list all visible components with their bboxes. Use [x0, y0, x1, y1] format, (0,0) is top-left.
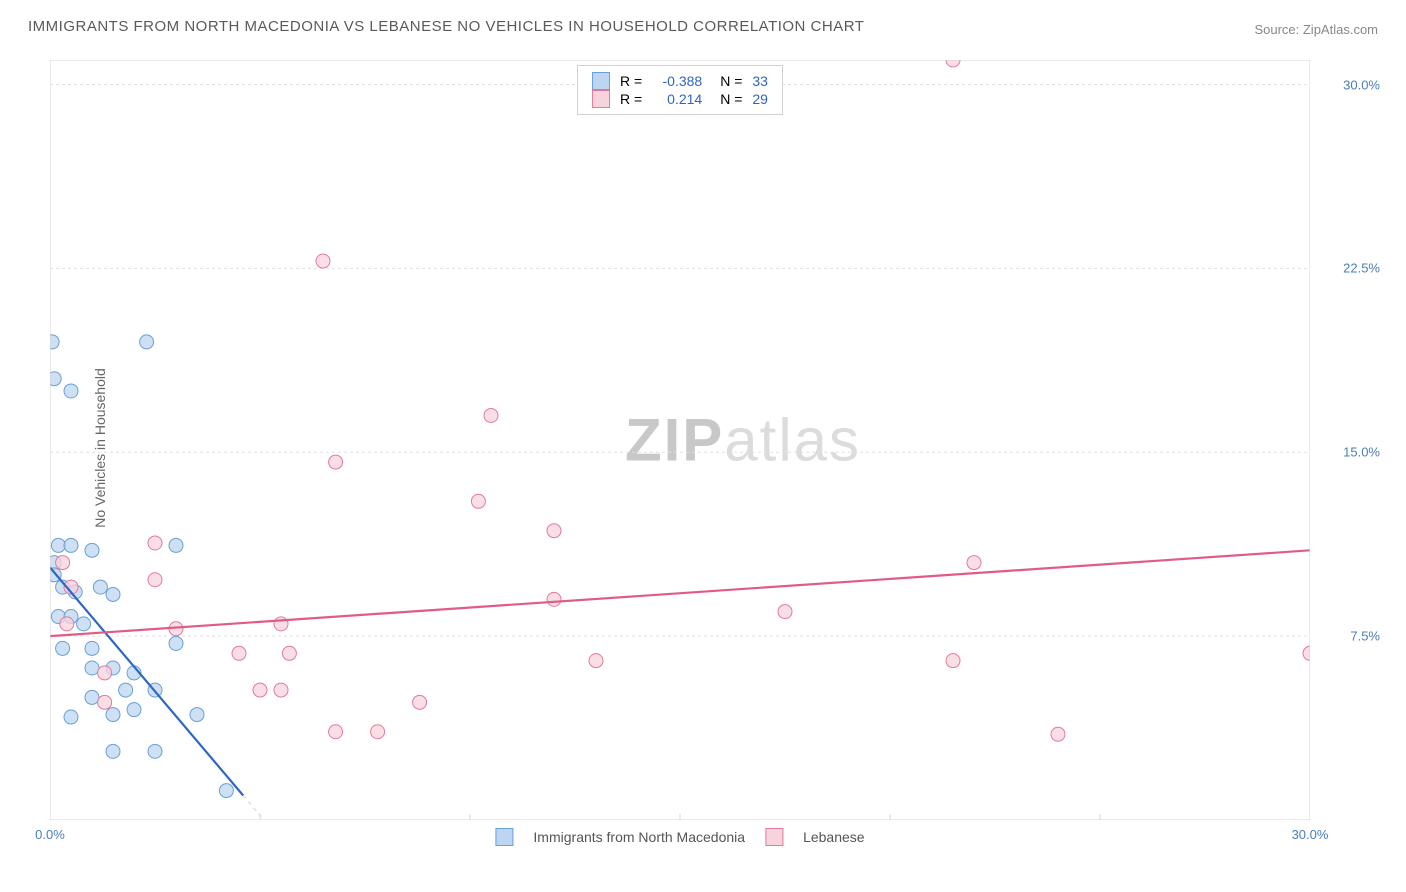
legend-swatch-icon: [592, 72, 610, 90]
r-value: -0.388: [652, 73, 702, 89]
legend-row: R = -0.388 N = 33: [592, 72, 768, 90]
n-value: 29: [752, 91, 768, 107]
legend-stats: R = -0.388 N = 33 R = 0.214 N = 29: [577, 65, 783, 115]
legend-row: R = 0.214 N = 29: [592, 90, 768, 108]
legend-bottom: Immigrants from North Macedonia Lebanese: [495, 828, 864, 846]
source-text: Source: ZipAtlas.com: [1254, 22, 1378, 37]
legend-swatch-icon: [765, 828, 783, 846]
y-tick: 22.5%: [1343, 261, 1380, 276]
n-value: 33: [752, 73, 768, 89]
r-value: 0.214: [652, 91, 702, 107]
n-label: N =: [720, 73, 742, 89]
y-tick: 15.0%: [1343, 445, 1380, 460]
x-tick: 30.0%: [1292, 827, 1329, 842]
chart-area: No Vehicles in Household ZIPatlas R = -0…: [50, 60, 1310, 820]
legend-label: Lebanese: [803, 829, 865, 845]
y-tick: 30.0%: [1343, 77, 1380, 92]
legend-label: Immigrants from North Macedonia: [533, 829, 745, 845]
legend-swatch-icon: [495, 828, 513, 846]
scatter-plot-svg: [50, 60, 1310, 820]
n-label: N =: [720, 91, 742, 107]
y-tick: 7.5%: [1350, 629, 1380, 644]
r-label: R =: [620, 73, 642, 89]
chart-title: IMMIGRANTS FROM NORTH MACEDONIA VS LEBAN…: [28, 18, 864, 35]
legend-swatch-icon: [592, 90, 610, 108]
r-label: R =: [620, 91, 642, 107]
x-tick: 0.0%: [35, 827, 65, 842]
